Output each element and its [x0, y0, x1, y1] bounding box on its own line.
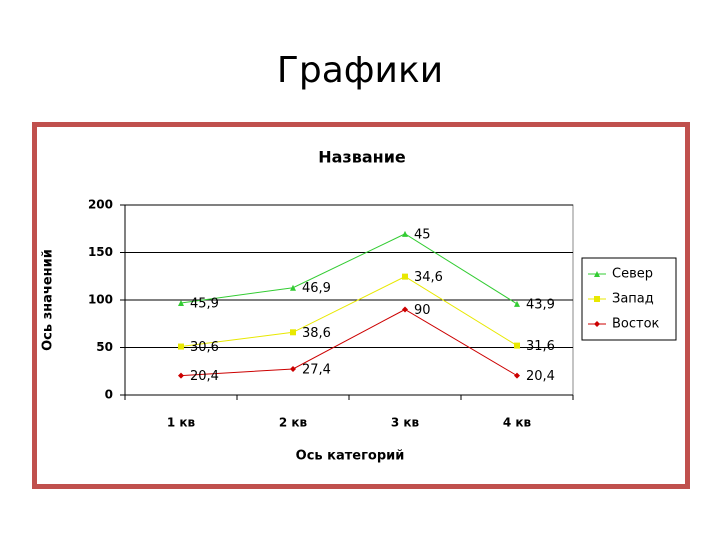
data-label: 46,9: [302, 281, 331, 296]
marker: [402, 230, 408, 237]
x-tick-label: 2 кв: [279, 416, 308, 430]
data-label: 43,9: [526, 297, 555, 312]
data-label: 38,6: [302, 326, 331, 341]
y-tick-label: 0: [105, 388, 113, 402]
marker: [594, 321, 600, 327]
x-axis-title: Ось категорий: [296, 449, 405, 464]
marker: [178, 343, 184, 350]
x-tick-label: 3 кв: [391, 416, 420, 430]
y-tick-label: 50: [96, 340, 113, 354]
marker: [594, 271, 600, 277]
legend-label: Запад: [612, 292, 654, 307]
legend-label: Север: [612, 267, 653, 282]
data-label: 30,6: [190, 340, 219, 355]
x-tick-label: 4 кв: [503, 416, 532, 430]
marker: [402, 306, 408, 313]
page-title: Графики: [277, 50, 443, 91]
marker: [178, 299, 184, 306]
y-tick-label: 200: [88, 198, 113, 212]
marker: [178, 372, 184, 379]
series-line: [180, 308, 518, 377]
marker: [514, 372, 520, 379]
series-line: [180, 233, 518, 305]
data-label: 45,9: [190, 296, 219, 311]
data-label: 45: [414, 227, 431, 242]
y-tick-label: 100: [88, 293, 113, 307]
y-tick-label: 150: [88, 245, 113, 259]
marker: [290, 329, 296, 336]
marker: [402, 273, 408, 280]
chart-title: Название: [318, 148, 406, 167]
marker: [514, 342, 520, 349]
data-label: 20,4: [190, 369, 219, 384]
marker: [594, 296, 600, 302]
data-label: 90: [414, 303, 431, 318]
data-label: 31,6: [526, 339, 555, 354]
marker: [290, 365, 296, 372]
data-label: 34,6: [414, 270, 443, 285]
marker: [514, 300, 520, 307]
y-axis-title: Ось значений: [41, 249, 56, 351]
legend-label: Восток: [612, 317, 660, 332]
data-label: 20,4: [526, 369, 555, 384]
series-line: [180, 276, 518, 348]
data-label: 27,4: [302, 362, 331, 377]
x-tick-label: 1 кв: [167, 416, 196, 430]
marker: [290, 284, 296, 291]
